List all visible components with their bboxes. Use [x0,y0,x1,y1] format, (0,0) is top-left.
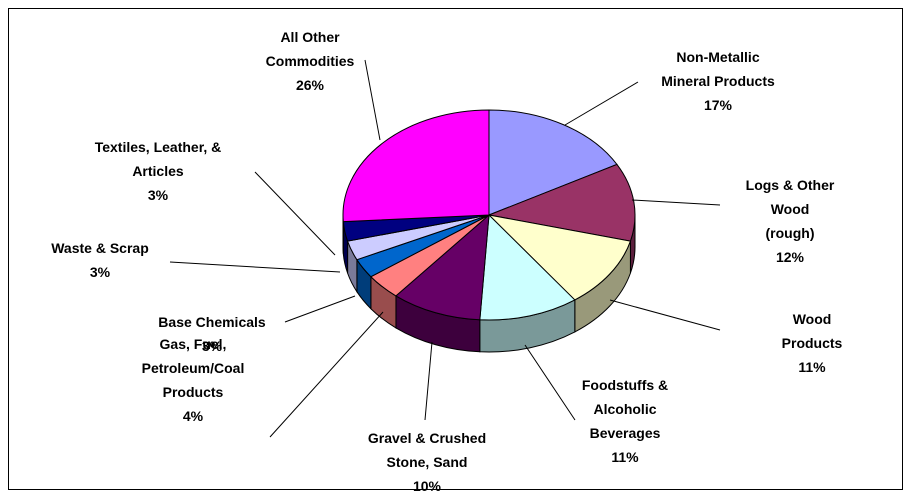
value-label: 12% [730,245,851,269]
category-label: Logs & Other Wood (rough) [730,173,851,245]
category-label: Non-Metallic Mineral Products [661,45,775,93]
value-label: 11% [582,445,668,469]
category-label: Textiles, Leather, & Articles [95,135,222,183]
category-label: Foodstuffs & Alcoholic Beverages [582,373,668,445]
category-label: Waste & Scrap [51,236,149,260]
category-label: Base Chemicals [158,310,265,334]
value-label: 3% [95,183,222,207]
category-label: Gravel & Crushed Stone, Sand [368,426,486,474]
category-label: All Other Commodities [266,25,355,73]
value-label: 4% [142,404,245,428]
value-label: 17% [661,93,775,117]
value-label: 26% [266,73,355,97]
value-label: 11% [763,355,862,379]
category-label: Wood Products [763,307,862,355]
value-label: 10% [368,474,486,498]
value-label: 3% [158,334,265,358]
value-label: 3% [51,260,149,284]
slice-label: Logs & Other Wood (rough)12% [730,173,851,269]
